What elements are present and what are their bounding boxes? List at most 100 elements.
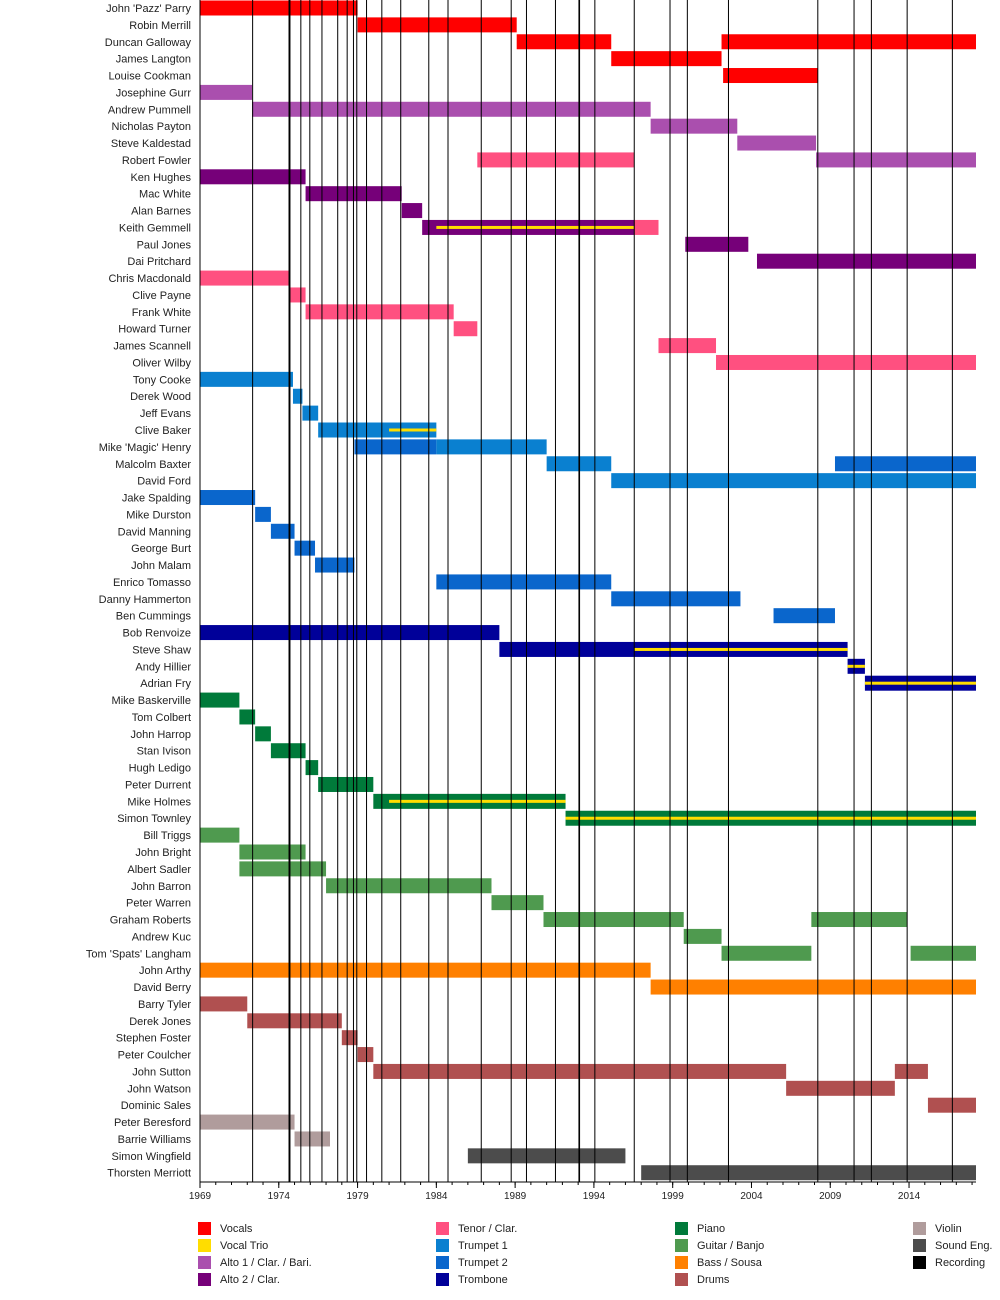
member-name: Adrian Fry — [140, 678, 191, 690]
bar-tenor — [716, 354, 976, 370]
member-name: Derek Wood — [130, 391, 191, 403]
bar-vocals — [357, 17, 517, 33]
bar-alto2 — [756, 253, 976, 269]
member-name: Dai Pritchard — [127, 256, 191, 268]
legend-swatch — [913, 1222, 926, 1235]
x-tick-label: 1979 — [346, 1191, 369, 1202]
legend-label: Recording — [935, 1257, 986, 1269]
member-name: Graham Roberts — [110, 915, 192, 927]
member-name: Andrew Pummell — [108, 104, 191, 116]
bar-alto1 — [200, 84, 252, 100]
bar-trumpet2 — [315, 557, 355, 573]
legend-swatch — [198, 1273, 211, 1286]
member-name: Andy Hillier — [135, 661, 191, 673]
legend-swatch — [198, 1239, 211, 1252]
bar-guitar — [683, 928, 722, 944]
member-name: John Malam — [131, 560, 191, 572]
bar-trumpet2 — [270, 523, 295, 539]
bar-vocal-trio — [565, 816, 976, 820]
bar-trumpet1 — [292, 388, 303, 404]
member-name: Steve Kaldestad — [111, 138, 191, 150]
bar-trumpet2 — [773, 608, 835, 624]
member-name: Derek Jones — [129, 1016, 191, 1028]
bar-vocal-trio — [847, 664, 865, 668]
bar-violin — [200, 1114, 295, 1130]
member-name: Nicholas Payton — [112, 121, 192, 133]
member-name: Barrie Williams — [118, 1134, 192, 1146]
legend-swatch — [675, 1222, 688, 1235]
bar-alto1 — [816, 152, 976, 168]
legend-label: Bass / Sousa — [697, 1257, 762, 1269]
member-name: John Arthy — [139, 965, 191, 977]
member-name: John 'Pazz' Parry — [106, 3, 191, 15]
legend-label: Trumpet 2 — [458, 1257, 508, 1269]
bar-trumpet2 — [200, 490, 256, 506]
bar-piano — [318, 776, 374, 792]
bar-alto2 — [685, 236, 749, 252]
legend-swatch — [675, 1273, 688, 1286]
member-name: Albert Sadler — [127, 864, 191, 876]
bar-piano — [200, 692, 240, 708]
member-name: James Langton — [116, 54, 191, 66]
bar-vocal-trio — [436, 225, 635, 229]
member-name: Thorsten Merriott — [107, 1168, 191, 1180]
legend-label: Guitar / Banjo — [697, 1240, 765, 1252]
legend-label: Trombone — [458, 1274, 508, 1286]
bar-vocals — [200, 0, 358, 16]
member-name: Malcolm Baxter — [115, 459, 191, 471]
member-name: Jeff Evans — [140, 408, 192, 420]
legend-label: Trumpet 1 — [458, 1240, 508, 1252]
bar-trombone — [200, 625, 500, 641]
bar-tenor — [289, 287, 306, 303]
bar-piano — [239, 709, 256, 725]
bar-guitar — [239, 861, 327, 877]
bar-tenor — [453, 321, 478, 337]
member-name: John Sutton — [132, 1066, 191, 1078]
bar-vocal-trio — [634, 647, 848, 651]
bar-piano — [305, 760, 319, 776]
member-name: Enrico Tomasso — [113, 577, 191, 589]
bar-piano — [270, 743, 306, 759]
legend-label: Vocal Trio — [220, 1240, 269, 1252]
bar-vocals — [516, 34, 612, 50]
member-name: Jake Spalding — [122, 493, 191, 505]
member-name: Tom 'Spats' Langham — [86, 948, 191, 960]
member-name: John Watson — [127, 1083, 191, 1095]
bar-trumpet1 — [611, 473, 976, 489]
member-name: Simon Townley — [117, 813, 191, 825]
x-tick-label: 1984 — [425, 1191, 448, 1202]
member-name: Tony Cooke — [133, 374, 191, 386]
member-name: Stan Ivison — [137, 746, 191, 758]
bar-sound — [467, 1148, 626, 1164]
member-name: Hugh Ledigo — [129, 763, 191, 775]
band-timeline-chart: John 'Pazz' Parry Robin Merrill Duncan Gal… — [86, 0, 976, 1202]
x-tick-label: 1974 — [268, 1191, 291, 1202]
member-name: Simon Wingfield — [112, 1151, 191, 1163]
legend-swatch — [675, 1239, 688, 1252]
legend-label: Alto 2 / Clar. — [220, 1274, 280, 1286]
bar-drums — [786, 1080, 895, 1096]
member-name: Clive Payne — [132, 290, 191, 302]
member-name: Mike 'Magic' Henry — [99, 442, 192, 454]
bar-vocal-trio — [389, 799, 566, 803]
legend-label: Drums — [697, 1274, 730, 1286]
member-name: David Ford — [137, 476, 191, 488]
member-name: John Bright — [135, 847, 191, 859]
member-name: Alan Barnes — [131, 206, 191, 218]
legend-swatch — [913, 1256, 926, 1269]
member-name: George Burt — [131, 543, 191, 555]
member-name: Frank White — [132, 307, 191, 319]
bar-drums — [894, 1063, 928, 1079]
member-name: Clive Baker — [135, 425, 192, 437]
bar-trumpet2 — [611, 591, 741, 607]
member-name: Chris Macdonald — [108, 273, 191, 285]
member-name: Howard Turner — [118, 324, 191, 336]
member-name: David Berry — [134, 982, 192, 994]
member-name: Mike Durston — [126, 509, 191, 521]
legend-swatch — [198, 1222, 211, 1235]
legend-label: Tenor / Clar. — [458, 1223, 518, 1235]
bar-trumpet2 — [354, 439, 437, 455]
member-name: Duncan Galloway — [105, 37, 192, 49]
member-name: Ken Hughes — [130, 172, 191, 184]
legend-swatch — [436, 1239, 449, 1252]
